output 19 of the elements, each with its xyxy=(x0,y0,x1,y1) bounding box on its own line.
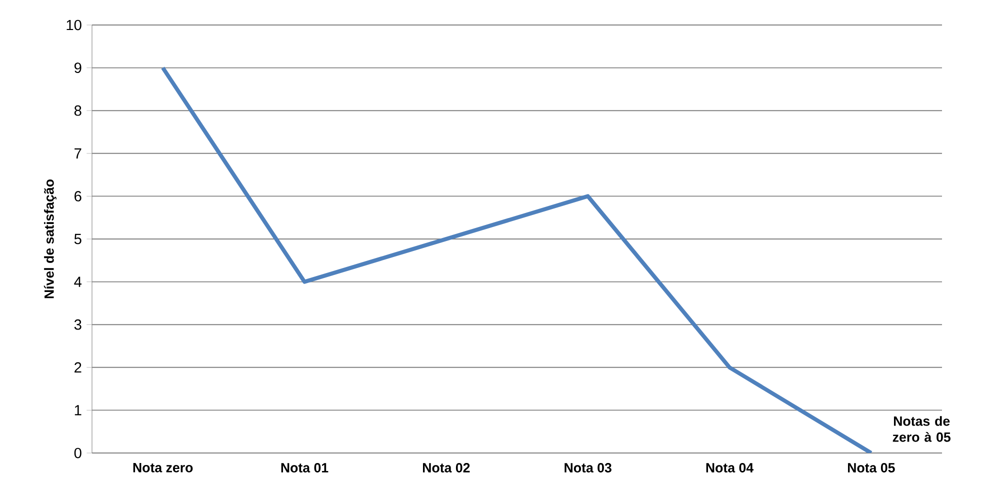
y-tick-label: 3 xyxy=(74,319,82,330)
x-tick-label: Nota zero xyxy=(133,463,193,472)
x-axis-title: Notas de zero à 05 xyxy=(892,416,950,442)
y-tick-label: 2 xyxy=(74,362,82,373)
y-tick-label: 4 xyxy=(74,276,82,287)
y-axis-title: Nível de satisfação xyxy=(44,180,56,298)
y-tick-label: 9 xyxy=(74,62,82,73)
y-tick-label: 1 xyxy=(74,405,82,416)
y-tick-label: 0 xyxy=(74,448,82,458)
y-tick-label: 5 xyxy=(74,234,82,244)
x-tick-label: Nota 05 xyxy=(848,463,895,472)
y-tick-label: 6 xyxy=(74,191,82,202)
x-tick-label: Nota 02 xyxy=(422,463,470,472)
x-tick-label: Nota 01 xyxy=(281,463,328,472)
y-tick-label: 7 xyxy=(74,148,82,158)
x-tick-label: Nota 03 xyxy=(564,463,612,472)
y-tick-label: 10 xyxy=(66,20,82,30)
x-tick-label: Nota 04 xyxy=(706,463,754,472)
y-tick-label: 8 xyxy=(74,105,82,116)
